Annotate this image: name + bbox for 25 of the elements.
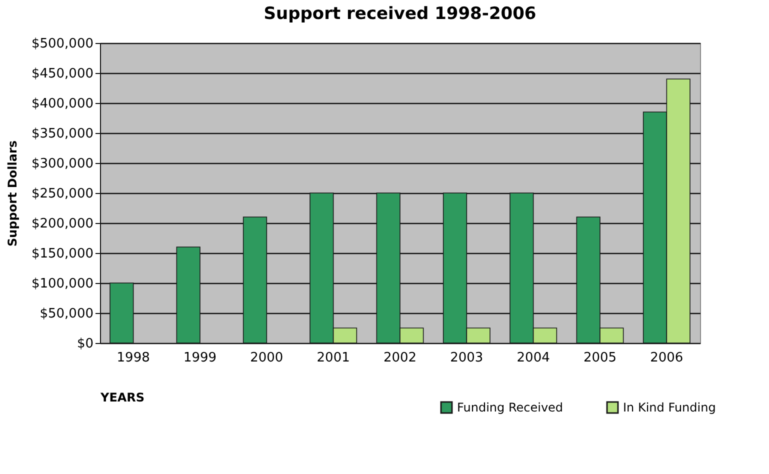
x-tick-label: 1998 [116,350,150,366]
x-tick-label: 2000 [250,350,284,366]
y-tick-label: $400,000 [31,96,94,112]
y-tick-label: $500,000 [31,36,94,52]
y-tick-label: $100,000 [31,276,94,292]
legend-label: In Kind Funding [623,400,716,415]
x-tick-label: 2002 [383,350,417,366]
x-tick-label: 1999 [183,350,217,366]
legend-label: Funding Received [457,400,564,415]
y-tick-label: $450,000 [31,66,94,82]
x-tick-label: 2005 [583,350,617,366]
x-tick-label: 2004 [516,350,550,366]
chart-title: Support received 1998-2006 [264,4,536,24]
y-tick-label: $300,000 [31,156,94,172]
y-axis-title: Support Dollars [5,140,20,247]
y-tick-label: $150,000 [31,246,94,262]
y-tick-label: $350,000 [31,126,94,142]
y-tick-label: $0 [76,336,94,352]
x-tick-label: 2006 [650,350,684,366]
y-tick-label: $250,000 [31,186,94,202]
y-tick-label: $200,000 [31,216,94,232]
x-tick-label: 2003 [450,350,484,366]
x-axis-title: YEARS [100,390,145,404]
x-tick-label: 2001 [316,350,350,366]
y-tick-label: $50,000 [40,306,94,322]
